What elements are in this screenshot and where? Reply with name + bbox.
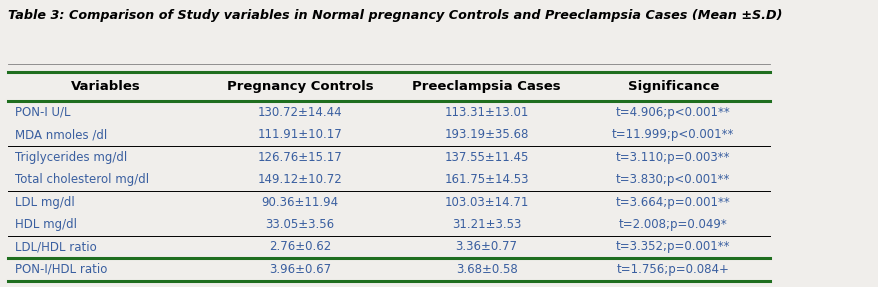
Text: t=3.110;p=0.003**: t=3.110;p=0.003** (615, 151, 730, 164)
Text: 103.03±14.71: 103.03±14.71 (444, 196, 529, 209)
Text: MDA nmoles /dl: MDA nmoles /dl (15, 128, 107, 141)
Text: 111.91±10.17: 111.91±10.17 (257, 128, 342, 141)
Text: t=3.664;p=0.001**: t=3.664;p=0.001** (615, 196, 730, 209)
Text: Significance: Significance (627, 80, 718, 93)
Text: LDL mg/dl: LDL mg/dl (15, 196, 75, 209)
Text: Pregnancy Controls: Pregnancy Controls (227, 80, 373, 93)
Text: Variables: Variables (70, 80, 140, 93)
Text: Preeclampsia Cases: Preeclampsia Cases (412, 80, 560, 93)
Text: PON-I U/L: PON-I U/L (15, 106, 70, 119)
Text: t=3.352;p=0.001**: t=3.352;p=0.001** (615, 241, 730, 253)
Text: HDL mg/dl: HDL mg/dl (15, 218, 76, 231)
Text: 2.76±0.62: 2.76±0.62 (269, 241, 331, 253)
Text: 161.75±14.53: 161.75±14.53 (444, 173, 529, 186)
Text: 31.21±3.53: 31.21±3.53 (451, 218, 521, 231)
Text: Table 3: Comparison of Study variables in Normal pregnancy Controls and Preeclam: Table 3: Comparison of Study variables i… (9, 9, 782, 22)
Text: 137.55±11.45: 137.55±11.45 (444, 151, 529, 164)
Text: 3.68±0.58: 3.68±0.58 (455, 263, 517, 276)
Text: 113.31±13.01: 113.31±13.01 (444, 106, 529, 119)
Text: 33.05±3.56: 33.05±3.56 (265, 218, 335, 231)
Text: 149.12±10.72: 149.12±10.72 (257, 173, 342, 186)
Text: LDL/HDL ratio: LDL/HDL ratio (15, 241, 97, 253)
Text: Triglycerides mg/dl: Triglycerides mg/dl (15, 151, 126, 164)
Text: 3.36±0.77: 3.36±0.77 (455, 241, 517, 253)
Text: 126.76±15.17: 126.76±15.17 (257, 151, 342, 164)
Text: 130.72±14.44: 130.72±14.44 (257, 106, 342, 119)
Text: Total cholesterol mg/dl: Total cholesterol mg/dl (15, 173, 148, 186)
Text: PON-I/HDL ratio: PON-I/HDL ratio (15, 263, 107, 276)
Text: t=4.906;p<0.001**: t=4.906;p<0.001** (615, 106, 730, 119)
Text: 90.36±11.94: 90.36±11.94 (261, 196, 338, 209)
Text: t=11.999;p<0.001**: t=11.999;p<0.001** (611, 128, 734, 141)
Text: t=2.008;p=0.049*: t=2.008;p=0.049* (618, 218, 727, 231)
Text: 193.19±35.68: 193.19±35.68 (444, 128, 529, 141)
Text: t=1.756;p=0.084+: t=1.756;p=0.084+ (616, 263, 729, 276)
Text: 3.96±0.67: 3.96±0.67 (269, 263, 331, 276)
Text: t=3.830;p<0.001**: t=3.830;p<0.001** (615, 173, 730, 186)
